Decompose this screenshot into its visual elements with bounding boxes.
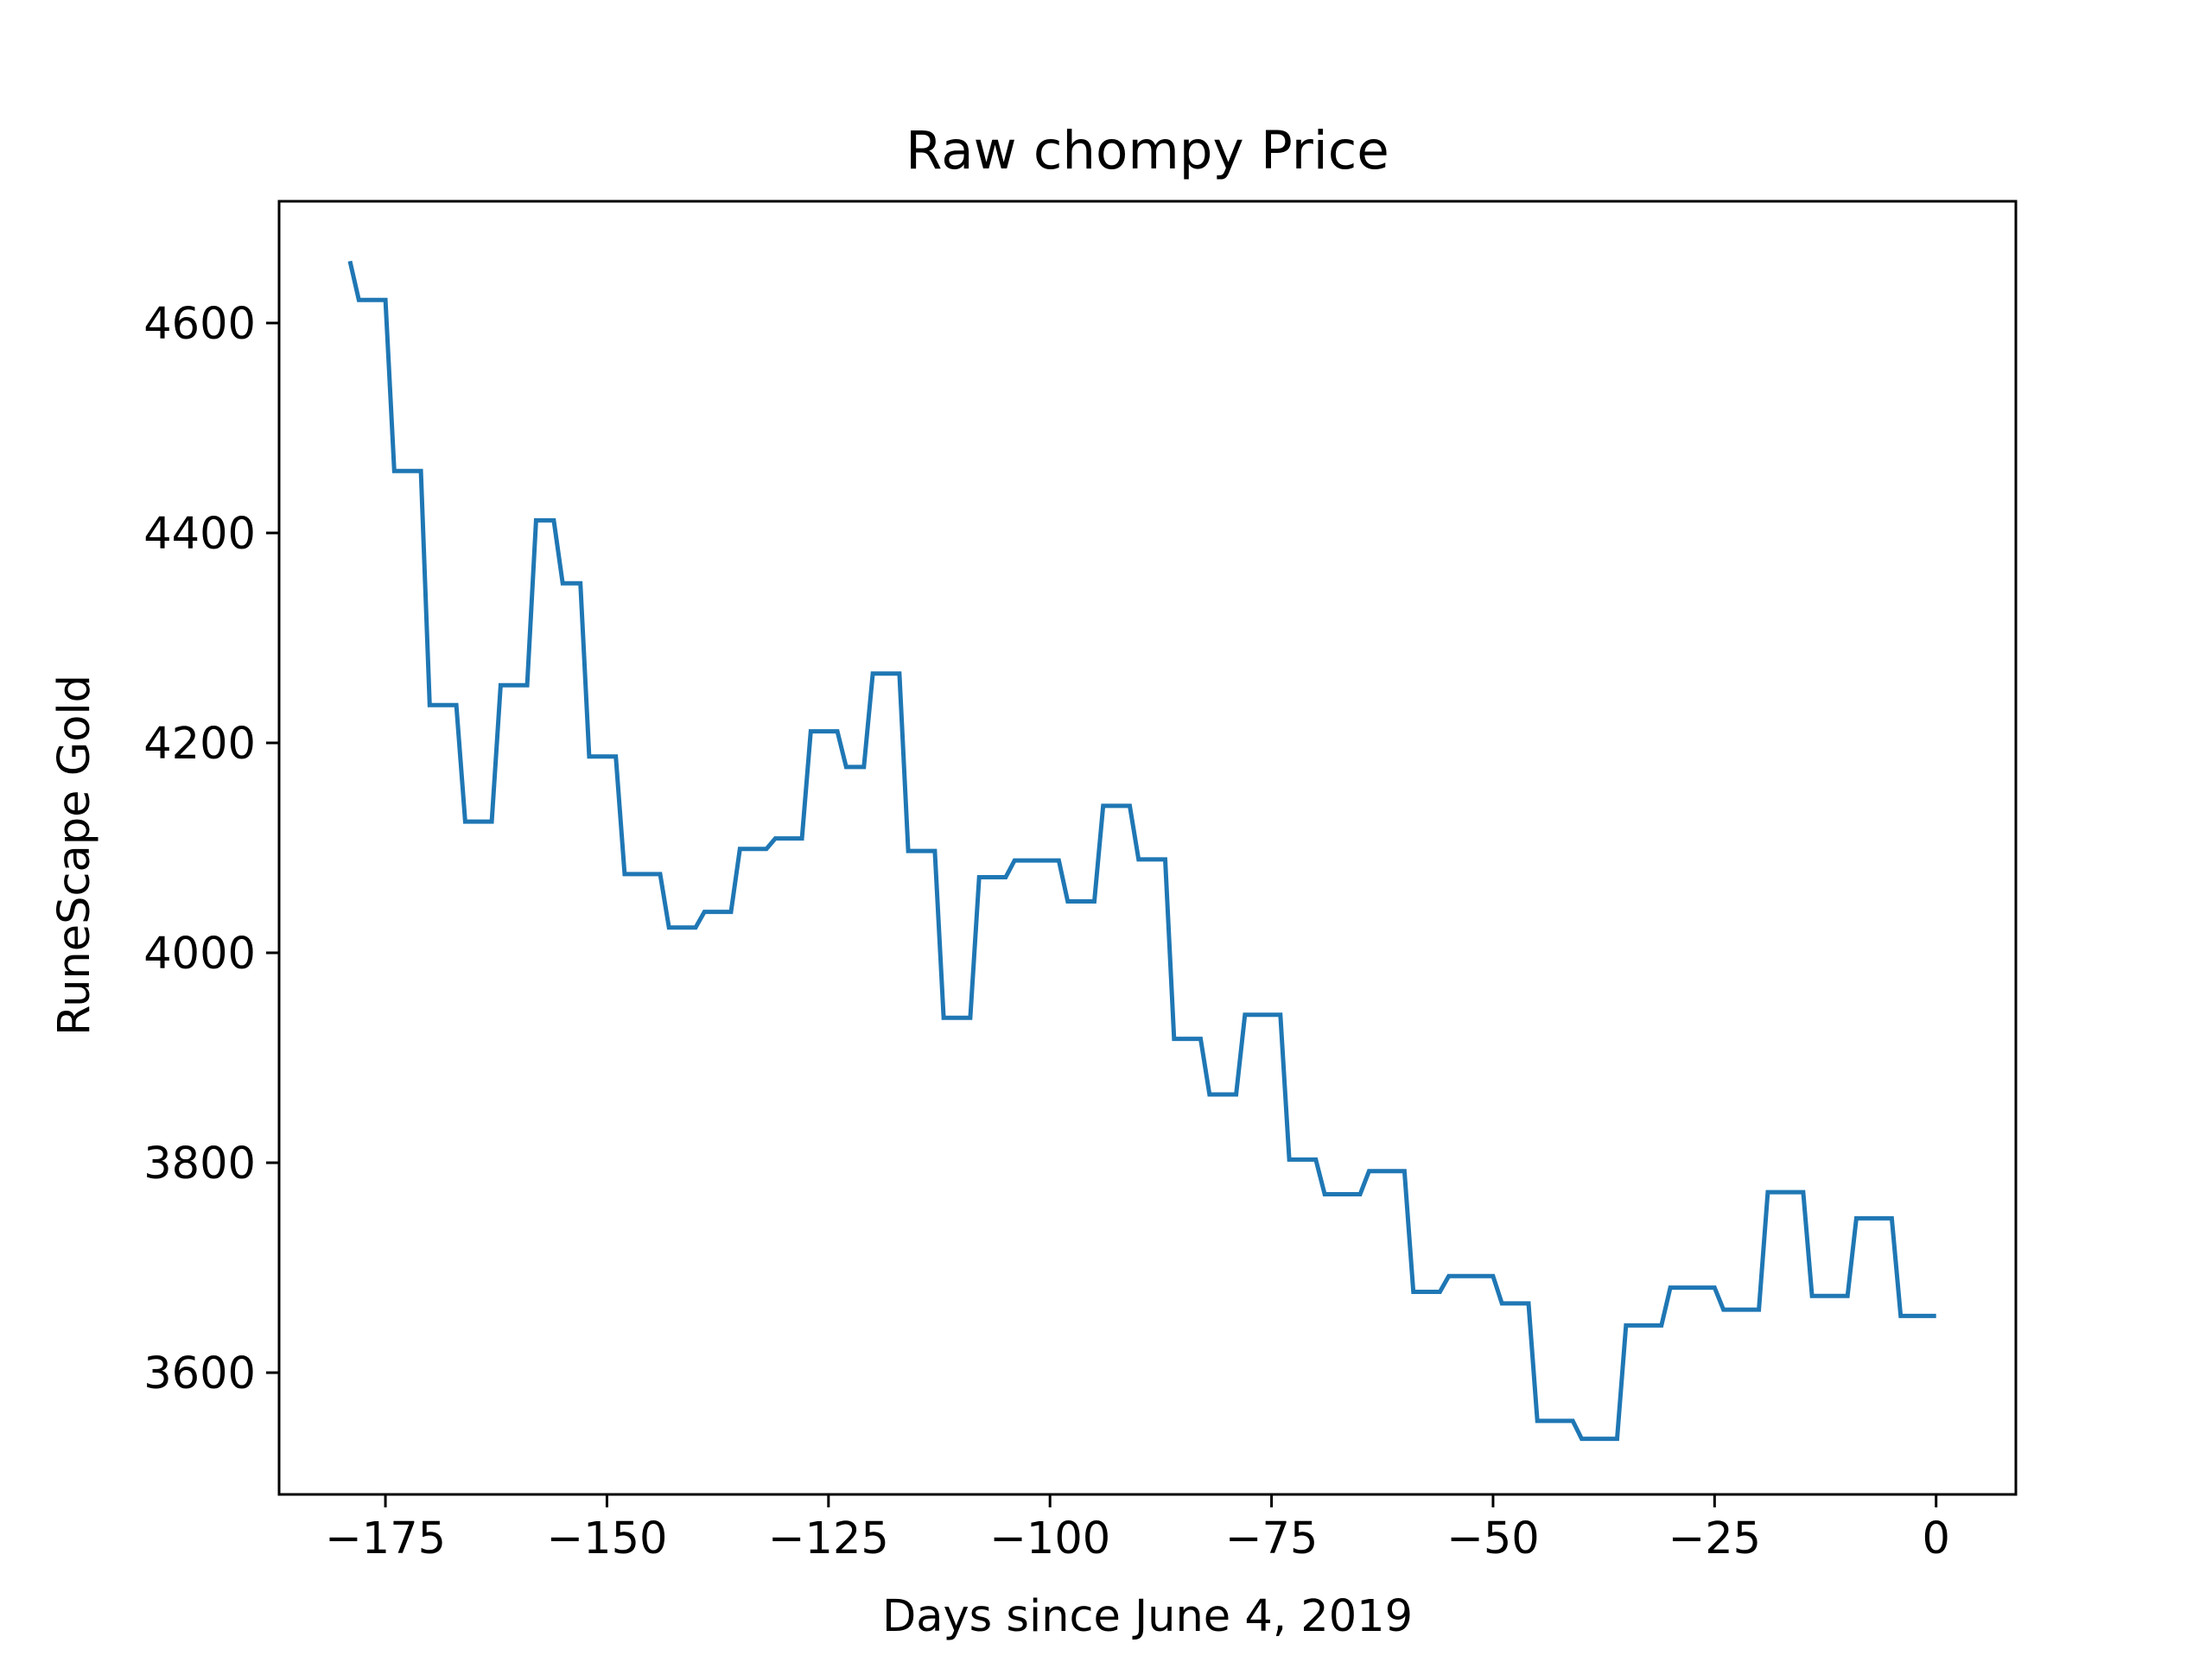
y-axis: 3600 3800 4000 4200 4400 4600: [143, 299, 279, 1399]
y-tick-label: 4600: [143, 299, 256, 350]
chart-title: Raw chompy Price: [906, 120, 1389, 181]
x-axis: −175 −150 −125 −100 −75 −50 −25 0: [325, 1494, 1950, 1564]
x-tick-label: −100: [989, 1513, 1110, 1564]
x-tick-label: −150: [546, 1513, 667, 1564]
x-axis-label: Days since June 4, 2019: [882, 1591, 1413, 1642]
y-axis-label: RuneScape Gold: [49, 675, 100, 1036]
x-tick-label: −50: [1446, 1513, 1540, 1564]
y-tick-label: 3800: [143, 1139, 256, 1189]
axes-frame: [277, 200, 2018, 1496]
x-tick-label: 0: [1922, 1513, 1949, 1564]
y-tick-label: 3600: [143, 1348, 256, 1399]
x-tick-label: −175: [325, 1513, 446, 1564]
y-tick-label: 4400: [143, 509, 256, 560]
x-tick-label: −75: [1225, 1513, 1319, 1564]
y-tick-label: 4000: [143, 929, 256, 980]
x-tick-label: −25: [1669, 1513, 1762, 1564]
plot-area: [347, 260, 1936, 1442]
y-tick-label: 4200: [143, 719, 256, 770]
series-line: [347, 260, 1936, 1442]
x-tick-label: −125: [768, 1513, 889, 1564]
